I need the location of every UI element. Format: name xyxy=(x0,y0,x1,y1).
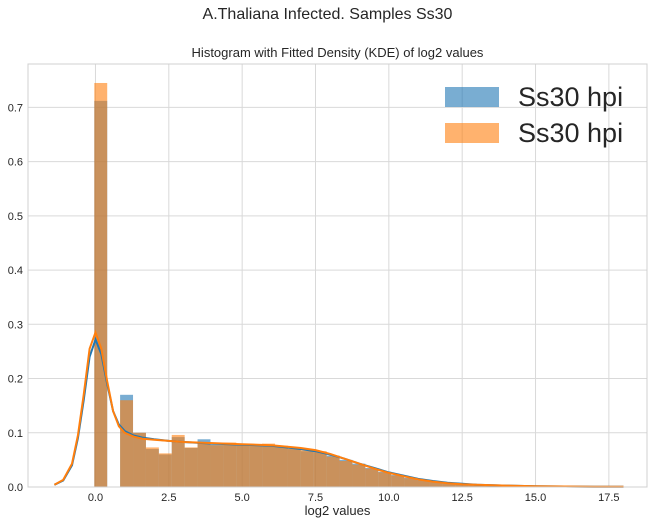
legend: Ss30 hpi Ss30 hpi xyxy=(445,82,623,148)
hist-bar-series-2 xyxy=(391,475,405,487)
hist-bar-series-2 xyxy=(313,451,327,487)
hist-bar-series-2 xyxy=(197,441,211,487)
hist-bar-series-2 xyxy=(145,447,159,487)
hist-bar-series-2 xyxy=(326,456,340,487)
kde-curves xyxy=(53,329,624,488)
chart-title: Histogram with Fitted Density (KDE) of l… xyxy=(192,45,484,60)
legend-swatch-series-2 xyxy=(445,123,499,143)
x-tick-label: 5.0 xyxy=(235,492,250,504)
legend-label-series-2: Ss30 hpi xyxy=(518,118,623,148)
hist-bar-series-2 xyxy=(429,482,443,487)
x-axis-label: log2 values xyxy=(305,503,371,518)
y-tick-label: 0.0 xyxy=(8,482,23,494)
hist-bar-series-2 xyxy=(158,453,172,487)
x-tick-label: 2.5 xyxy=(161,492,176,504)
hist-bar-series-2 xyxy=(236,443,250,487)
y-tick-label: 0.1 xyxy=(8,428,23,440)
hist-bar-series-2 xyxy=(455,484,469,487)
hist-bar-series-2 xyxy=(210,445,224,487)
x-tick-label: 7.5 xyxy=(308,492,323,504)
hist-bar-series-2 xyxy=(171,434,185,487)
plot-frame xyxy=(27,63,648,488)
legend-swatch-series-1 xyxy=(445,87,499,107)
hist-bar-series-2 xyxy=(339,460,353,487)
histogram-bars xyxy=(94,82,624,487)
hist-bar-series-2 xyxy=(404,478,418,487)
hist-bar-series-2 xyxy=(287,447,301,487)
hist-bar-series-2 xyxy=(468,484,482,487)
x-tick-label: 15.0 xyxy=(525,492,546,504)
hist-bar-series-2 xyxy=(352,464,366,487)
hist-bar-series-2 xyxy=(378,472,392,487)
y-tick-label: 0.6 xyxy=(8,157,23,169)
legend-label-series-1: Ss30 hpi xyxy=(518,82,623,112)
hist-bar-series-2 xyxy=(300,450,314,487)
hist-bar-series-2 xyxy=(249,444,263,487)
hist-bar-series-2 xyxy=(442,483,456,487)
hist-bar-series-2 xyxy=(184,447,198,487)
y-tick-label: 0.2 xyxy=(8,374,23,386)
x-tick-label: 17.5 xyxy=(598,492,619,504)
axis-tick-labels: 0.0 2.5 5.0 7.5 10.0 12.5 15.0 17.5 0.0 0.1 0.2 0.3… xyxy=(8,102,620,504)
hist-bar-series-2 xyxy=(120,400,134,487)
x-tick-label: 10.0 xyxy=(378,492,399,504)
x-tick-label: 12.5 xyxy=(451,492,472,504)
y-tick-label: 0.3 xyxy=(8,319,23,331)
hist-bar-series-2 xyxy=(223,442,237,487)
hist-bar-series-2 xyxy=(494,485,508,487)
y-tick-label: 0.5 xyxy=(8,211,23,223)
hist-bar-series-2 xyxy=(275,445,288,487)
hist-bar-series-2 xyxy=(365,468,379,487)
hist-bar-series-2 xyxy=(133,432,146,487)
figure-suptitle: A.Thaliana Infected. Samples Ss30 xyxy=(202,6,453,23)
y-tick-label: 0.4 xyxy=(8,265,23,277)
hist-bar-series-2 xyxy=(481,485,495,487)
hist-bar-series-2 xyxy=(94,82,108,487)
hist-bar-series-2 xyxy=(417,480,430,487)
kde-line-series-2 xyxy=(53,329,624,488)
hist-bar-series-2 xyxy=(262,443,276,487)
y-tick-label: 0.7 xyxy=(8,102,23,114)
x-tick-label: 0.0 xyxy=(88,492,103,504)
